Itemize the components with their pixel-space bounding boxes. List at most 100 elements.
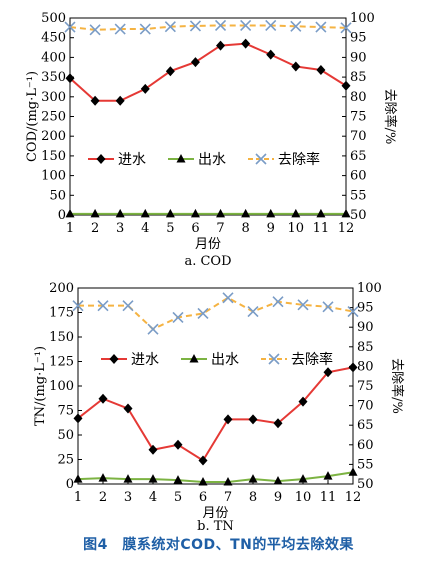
- data-point-进水: [241, 38, 251, 49]
- data-point-出水: [216, 208, 226, 218]
- x-tick-label: 1: [74, 490, 82, 505]
- data-point-出水: [198, 477, 208, 486]
- y-right-tick-label: 100: [357, 281, 382, 296]
- data-point-去除率: [290, 20, 302, 32]
- data-point-去除率: [139, 23, 151, 35]
- data-point-出水: [241, 208, 251, 218]
- y-right-tick-label: 90: [350, 50, 367, 65]
- legend-label-去除率: 去除率: [291, 351, 333, 368]
- data-point-进水: [90, 95, 100, 106]
- y-right-tick-label: 60: [357, 438, 374, 453]
- x-tick-label: 4: [149, 490, 157, 505]
- data-point-去除率: [347, 305, 359, 318]
- x-tick-label: 4: [141, 221, 149, 236]
- legend-marker-去除率: [268, 353, 280, 365]
- data-point-进水: [123, 403, 133, 414]
- chart-subtitle: b. TN: [197, 519, 234, 534]
- x-tick-label: 9: [267, 221, 275, 236]
- x-tick-label: 3: [124, 490, 132, 505]
- y-left-tick-label: 0: [66, 477, 74, 492]
- data-point-出水: [341, 208, 351, 218]
- y-right-tick-label: 100: [350, 11, 375, 26]
- y-right-tick-label: 85: [357, 340, 374, 355]
- data-point-出水: [173, 475, 183, 484]
- x-tick-label: 11: [320, 490, 337, 505]
- data-point-进水: [341, 80, 351, 91]
- data-point-进水: [223, 414, 233, 425]
- y-left-tick-label: 200: [41, 129, 66, 144]
- data-point-进水: [148, 444, 158, 455]
- x-tick-label: 8: [249, 490, 257, 505]
- x-tick-label: 2: [91, 221, 99, 236]
- data-point-去除率: [240, 19, 252, 32]
- data-point-去除率: [114, 23, 126, 35]
- y-right-axis-label: 去除率/%: [382, 89, 398, 145]
- data-point-去除率: [147, 323, 159, 335]
- y-right-tick-label: 75: [357, 379, 374, 394]
- data-point-去除率: [214, 19, 227, 32]
- y-right-tick-label: 75: [350, 110, 367, 125]
- x-tick-label: 11: [313, 221, 330, 236]
- legend-marker-出水: [189, 354, 199, 363]
- data-point-进水: [73, 413, 83, 424]
- data-point-出水: [73, 474, 83, 483]
- data-point-出水: [291, 208, 301, 218]
- series-line-进水: [77, 366, 354, 462]
- data-point-出水: [65, 208, 75, 218]
- data-point-去除率: [315, 21, 327, 33]
- data-point-去除率: [172, 311, 184, 323]
- y-left-tick-label: 150: [41, 149, 66, 164]
- plot-frame: [77, 287, 354, 485]
- y-left-tick-label: 100: [49, 379, 74, 394]
- chart-panel-2: 0255075100125150175200505560657075808590…: [33, 281, 405, 534]
- data-point-进水: [216, 40, 226, 51]
- data-point-进水: [266, 49, 276, 60]
- data-point-进水: [198, 455, 208, 466]
- y-right-tick-label: 70: [357, 399, 374, 414]
- y-right-tick-label: 55: [357, 457, 374, 472]
- data-point-进水: [98, 393, 108, 404]
- y-left-tick-label: 125: [49, 355, 74, 370]
- y-right-tick-label: 50: [350, 208, 367, 223]
- legend-label-出水: 出水: [211, 352, 239, 368]
- y-left-tick-label: 50: [57, 428, 74, 443]
- legend-marker-进水: [109, 354, 119, 364]
- x-tick-label: 7: [216, 221, 224, 236]
- data-point-出水: [266, 208, 276, 218]
- y-right-tick-label: 65: [350, 149, 367, 164]
- data-point-进水: [316, 65, 326, 76]
- legend-label-去除率: 去除率: [278, 151, 320, 168]
- data-point-进水: [273, 418, 283, 429]
- series-line-去除率: [69, 24, 347, 31]
- y-right-tick-label: 65: [357, 418, 374, 433]
- x-tick-label: 10: [288, 221, 305, 236]
- x-tick-label: 3: [116, 221, 124, 236]
- data-point-出水: [123, 474, 133, 483]
- data-point-去除率: [189, 20, 202, 32]
- y-left-tick-label: 0: [58, 208, 66, 223]
- data-point-去除率: [322, 301, 334, 313]
- data-point-去除率: [122, 300, 134, 312]
- y-left-tick-label: 25: [57, 453, 74, 468]
- data-point-出水: [148, 474, 158, 483]
- data-point-去除率: [89, 24, 101, 36]
- y-left-axis-label: COD/(mg·L⁻¹): [25, 71, 40, 162]
- x-tick-label: 8: [241, 221, 249, 236]
- y-left-tick-label: 100: [41, 169, 66, 184]
- series-line-出水: [77, 471, 354, 484]
- y-left-tick-label: 75: [57, 404, 74, 419]
- data-point-出水: [140, 208, 150, 218]
- data-point-出水: [190, 208, 200, 218]
- x-tick-label: 5: [174, 490, 182, 505]
- legend-label-出水: 出水: [198, 152, 226, 168]
- y-right-tick-label: 55: [350, 188, 367, 203]
- y-left-tick-label: 300: [41, 90, 66, 105]
- data-point-去除率: [64, 21, 76, 33]
- plot-frame: [69, 17, 347, 216]
- chart-panel-1: 0501001502002503003504004505005055606570…: [25, 11, 398, 269]
- y-right-tick-label: 85: [350, 70, 367, 85]
- data-point-进水: [115, 95, 125, 106]
- data-point-去除率: [297, 299, 309, 311]
- data-point-出水: [165, 208, 175, 218]
